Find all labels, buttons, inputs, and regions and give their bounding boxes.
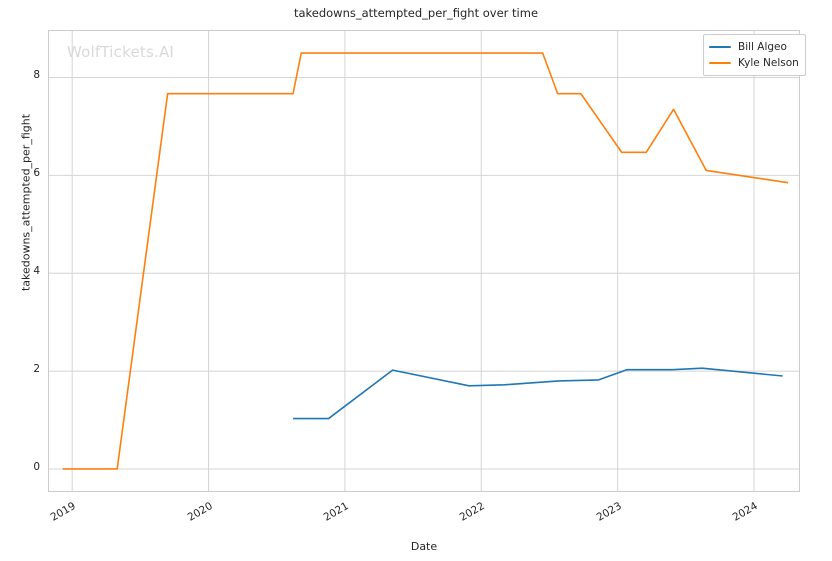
watermark-label: WolfTickets.AI (67, 43, 175, 61)
y-tick-label: 6 (33, 167, 40, 180)
legend-color-swatch (709, 62, 731, 64)
chart-legend[interactable]: Bill Algeo Kyle Nelson (703, 34, 806, 76)
x-axis-label: Date (410, 540, 438, 553)
series-line-bill-algeo (293, 367, 783, 420)
chart-title: takedowns_attempted_per_fight over time (293, 6, 539, 20)
legend-item-kyle-nelson[interactable]: Kyle Nelson (709, 55, 799, 71)
legend-label: Bill Algeo (738, 41, 787, 53)
y-tick-label: 0 (33, 460, 40, 473)
y-tick-label: 2 (33, 363, 40, 376)
y-tick-label: 8 (33, 69, 40, 82)
plot-area: WolfTickets.AI (48, 30, 800, 492)
legend-item-bill-algeo[interactable]: Bill Algeo (709, 39, 799, 55)
plot-svg (49, 31, 799, 491)
legend-label: Kyle Nelson (738, 57, 799, 69)
series-line-kyle-nelson (62, 52, 789, 470)
legend-color-swatch (709, 46, 731, 48)
y-tick-label: 4 (33, 265, 40, 278)
